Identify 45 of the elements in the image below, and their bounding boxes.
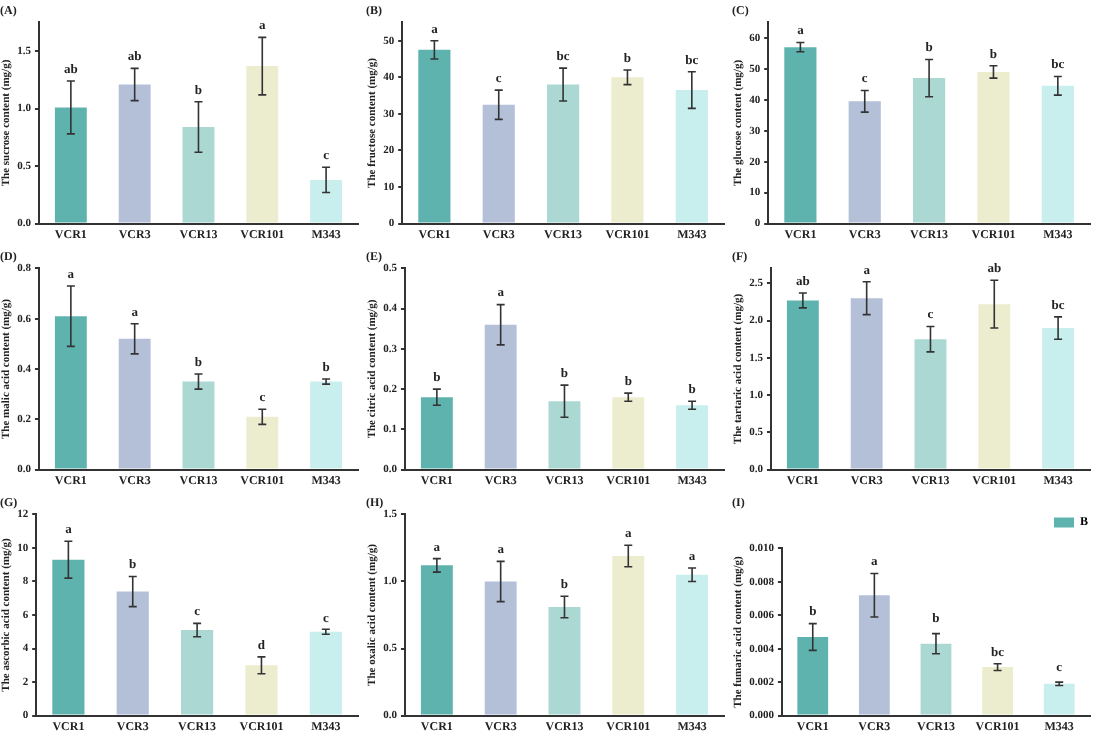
bar <box>850 298 883 469</box>
bar <box>784 47 817 223</box>
bar <box>54 316 87 469</box>
bar <box>182 381 215 469</box>
bar <box>786 300 819 469</box>
bar <box>420 565 453 715</box>
bar <box>612 555 645 715</box>
bar <box>611 77 644 223</box>
bar <box>484 581 517 715</box>
bar <box>418 49 451 223</box>
bar <box>675 90 708 223</box>
bar <box>182 127 215 223</box>
bar <box>310 179 343 223</box>
bar <box>920 643 952 715</box>
bar <box>181 630 214 715</box>
bar <box>914 339 947 469</box>
bar <box>913 78 946 223</box>
bar <box>548 606 581 715</box>
bar <box>978 304 1011 469</box>
bar <box>245 665 278 715</box>
bar <box>52 559 85 715</box>
bar <box>797 637 829 715</box>
bar <box>54 107 87 223</box>
bar <box>612 397 645 469</box>
bar <box>858 595 890 715</box>
bar <box>309 631 342 715</box>
bar <box>676 574 709 715</box>
bar <box>848 101 881 223</box>
bar <box>548 401 581 469</box>
bar <box>982 667 1013 715</box>
bar <box>116 591 149 715</box>
bar <box>1041 85 1074 223</box>
bar <box>1042 328 1075 469</box>
bar <box>676 405 709 469</box>
bar <box>547 84 580 223</box>
bar <box>118 84 151 223</box>
bar <box>1043 683 1075 715</box>
bar <box>310 381 343 469</box>
bar <box>977 71 1010 223</box>
bar <box>246 416 279 469</box>
bar <box>420 397 453 469</box>
bar <box>118 338 151 469</box>
bar <box>484 324 517 469</box>
bar <box>482 104 515 223</box>
bar <box>246 66 279 223</box>
